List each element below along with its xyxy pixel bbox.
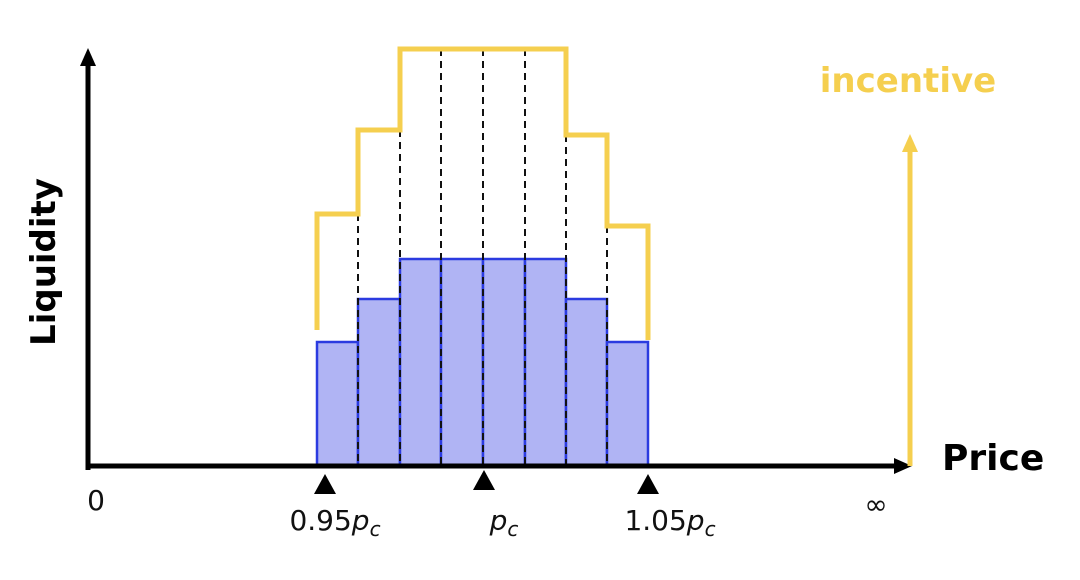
- x-axis-arrow: [894, 458, 912, 474]
- x-axis-label: Price: [942, 438, 1044, 479]
- dashed-lines: [357, 49, 608, 466]
- liquidity-bar: [564, 297, 609, 468]
- bars: [315, 257, 650, 468]
- liquidity-bar: [439, 257, 485, 468]
- marker-label: pc: [489, 504, 519, 541]
- liquidity-bar: [315, 340, 360, 468]
- x-end-label: ∞: [864, 488, 887, 521]
- liquidity-bar: [605, 340, 650, 468]
- y-axis-arrow: [80, 48, 96, 66]
- marker-label: 0.95pc: [289, 504, 380, 541]
- symbol: p: [489, 504, 508, 537]
- subscript: c: [507, 517, 518, 541]
- y-axis-label: Liquidity: [24, 178, 64, 346]
- liquidity-bar: [356, 297, 402, 468]
- marker-triangle: [473, 470, 495, 490]
- coefficient: 0.95: [289, 504, 351, 537]
- x-start-label: 0: [87, 484, 105, 517]
- symbol: p: [686, 504, 705, 537]
- incentive-step-line: [314, 46, 651, 340]
- marker-label: 1.05pc: [624, 504, 715, 541]
- liquidity-bar: [481, 257, 527, 468]
- incentive-label: incentive: [820, 61, 996, 101]
- coefficient: 1.05: [624, 504, 686, 537]
- subscript: c: [370, 517, 381, 541]
- marker-triangle: [637, 474, 659, 494]
- liquidity-bar: [398, 257, 443, 468]
- liquidity-bar: [523, 257, 568, 468]
- marker-triangle: [314, 474, 336, 494]
- subscript: c: [705, 517, 716, 541]
- incentive-arrow-head: [902, 134, 918, 152]
- symbol: p: [351, 504, 370, 537]
